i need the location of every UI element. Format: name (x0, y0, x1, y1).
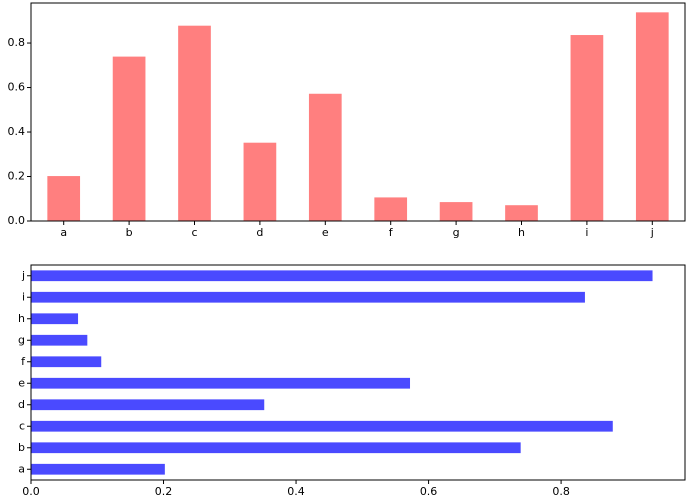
plot-frame (30, 264, 686, 481)
bar (31, 377, 411, 389)
bar (31, 420, 613, 432)
x-tick-label: b (126, 226, 133, 239)
x-tick-label: f (389, 226, 394, 239)
x-tick-label: 0.2 (155, 485, 173, 498)
y-tick-label: i (22, 290, 25, 303)
y-tick-label: f (21, 355, 26, 368)
bar (374, 197, 408, 221)
bar (47, 176, 81, 221)
x-tick-label: j (650, 226, 654, 239)
y-tick-label: a (18, 462, 25, 475)
y-tick-label: 0.0 (8, 214, 26, 227)
x-tick-label: h (518, 226, 525, 239)
y-tick-label: e (18, 376, 25, 389)
y-tick-label: b (18, 441, 25, 454)
y-tick-label: d (18, 398, 25, 411)
x-tick-label: i (585, 226, 588, 239)
bar (439, 202, 473, 221)
bar (31, 334, 88, 346)
bar (31, 356, 102, 368)
bar (505, 205, 538, 221)
x-tick-label: g (453, 226, 460, 239)
y-tick-label: c (19, 419, 25, 432)
x-tick-label: e (322, 226, 329, 239)
x-tick-label: 0.4 (287, 485, 305, 498)
x-tick-label: 0.6 (420, 485, 438, 498)
bar (178, 25, 211, 222)
y-tick-label: g (18, 333, 25, 346)
bar (308, 93, 342, 221)
y-tick-label: 0.2 (8, 170, 26, 183)
plot-frame (30, 2, 686, 222)
bar (31, 399, 265, 411)
bar (31, 313, 79, 325)
bar (112, 56, 146, 222)
x-tick-label: d (256, 226, 263, 239)
bar (243, 142, 277, 221)
y-tick-label: h (18, 312, 25, 325)
y-tick-label: j (21, 269, 25, 282)
bar (31, 291, 585, 303)
y-tick-label: 0.6 (8, 81, 26, 94)
x-tick-label: 0.0 (22, 485, 40, 498)
bar (31, 270, 653, 282)
bar (31, 463, 165, 475)
x-tick-label: a (60, 226, 67, 239)
bar (31, 442, 521, 454)
x-tick-label: 0.8 (552, 485, 570, 498)
x-tick-label: c (191, 226, 197, 239)
y-tick-label: 0.8 (8, 36, 26, 49)
bar (635, 12, 669, 221)
y-tick-label: 0.4 (8, 125, 26, 138)
bar (570, 35, 604, 221)
